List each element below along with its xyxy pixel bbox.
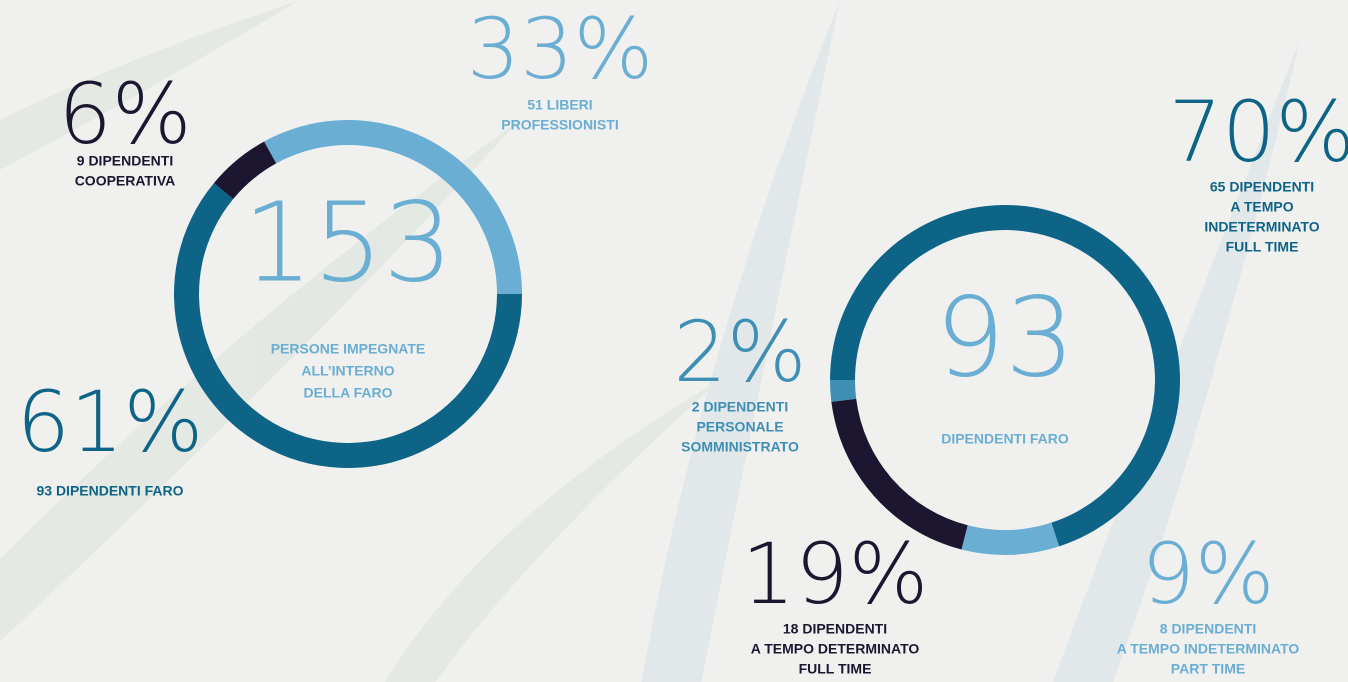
slice-label: 9 DIPENDENTI xyxy=(77,153,173,169)
donut-slice xyxy=(173,183,522,469)
value-label: 33% xyxy=(467,0,654,98)
center-label: DELLA FARO xyxy=(304,385,393,401)
value-label: 70% xyxy=(1169,83,1348,181)
center-label: ALL’INTERNO xyxy=(301,363,394,379)
slice-label: PART TIME xyxy=(1171,661,1245,677)
slice-label: A TEMPO xyxy=(1230,199,1293,215)
value-label: 61% xyxy=(17,373,204,471)
slice-label: 18 DIPENDENTI xyxy=(783,621,887,637)
center-label: DIPENDENTI FARO xyxy=(941,431,1069,447)
slice-label: COOPERATIVA xyxy=(75,173,176,189)
value-label: 19% xyxy=(742,525,929,623)
slice-label: A TEMPO INDETERMINATO xyxy=(1117,641,1300,657)
slice-label: PROFESSIONISTI xyxy=(501,117,618,133)
slice-label: INDETERMINATO xyxy=(1204,219,1319,235)
center-label: PERSONE IMPEGNATE xyxy=(271,341,426,357)
value-label: 9% xyxy=(1141,525,1274,623)
value-label: 6% xyxy=(58,65,191,163)
slice-label: PERSONALE xyxy=(696,419,783,435)
donut-slice xyxy=(961,522,1060,556)
slice-label: SOMMINISTRATO xyxy=(681,439,799,455)
slice-label: FULL TIME xyxy=(799,661,872,677)
slice-label: A TEMPO DETERMINATO xyxy=(751,641,920,657)
slice-label: 51 LIBERI xyxy=(527,97,592,113)
slice-label: 2 DIPENDENTI xyxy=(692,399,788,415)
center-value: 153 xyxy=(243,178,453,306)
center-value: 93 xyxy=(935,273,1075,401)
donut-slice xyxy=(213,141,277,200)
slice-label: 93 DIPENDENTI FARO xyxy=(36,483,183,499)
value-label: 2% xyxy=(673,303,806,401)
slice-label: 8 DIPENDENTI xyxy=(1160,621,1256,637)
donut-slice xyxy=(831,398,968,550)
slice-label: 65 DIPENDENTI xyxy=(1210,179,1314,195)
slice-label: FULL TIME xyxy=(1226,239,1299,255)
donut-slice xyxy=(264,120,522,295)
donut-slice xyxy=(830,380,857,402)
